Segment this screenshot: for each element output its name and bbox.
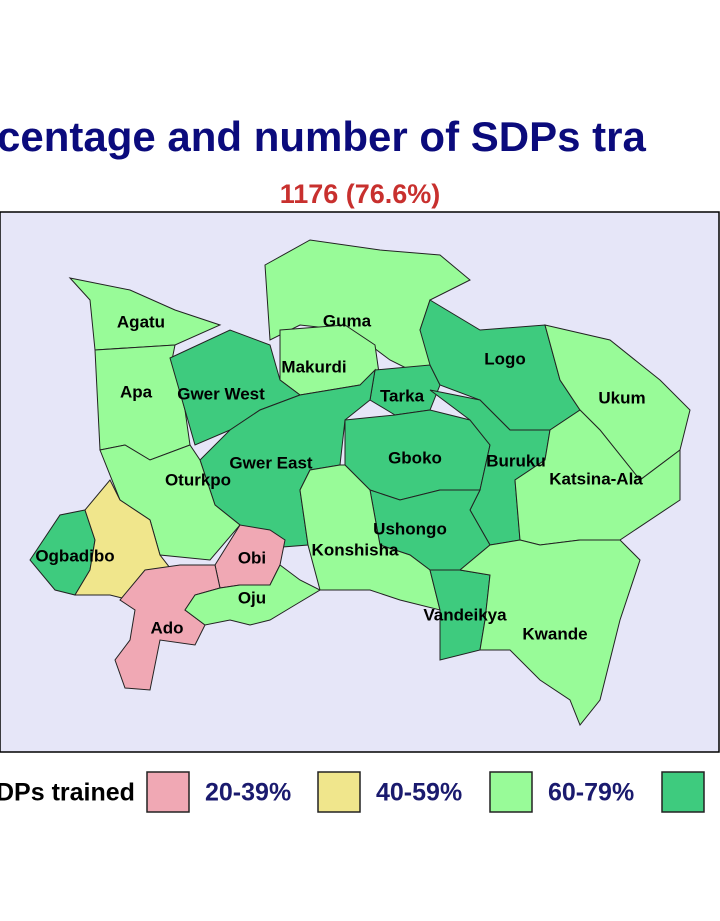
- subtitle: 1176 (76.6%): [280, 179, 441, 209]
- region-label: Gboko: [388, 448, 442, 467]
- region-label: Ushongo: [373, 519, 447, 538]
- region-label: Konshisha: [312, 540, 399, 559]
- region-label: Buruku: [486, 451, 546, 470]
- region-label: Tarka: [380, 386, 425, 405]
- region-label: Gwer West: [177, 384, 265, 403]
- legend: 20-39%40-59%60-79%8: [146, 771, 705, 813]
- legend-swatch: [317, 771, 361, 813]
- legend-swatch: [489, 771, 533, 813]
- legend-swatch: [661, 771, 705, 813]
- region: [299, 464, 441, 611]
- region: [184, 564, 322, 626]
- region-label: Obi: [238, 548, 266, 567]
- region-label: Ado: [150, 618, 183, 637]
- legend-label: 40-59%: [376, 779, 462, 807]
- region-label: Guma: [323, 311, 372, 330]
- region-label: Logo: [484, 349, 526, 368]
- title: centage and number of SDPs tra: [0, 113, 646, 160]
- region-label: Gwer East: [229, 453, 312, 472]
- legend-label: 60-79%: [548, 779, 634, 807]
- legend-swatch: [146, 771, 190, 813]
- regions: [29, 239, 691, 726]
- region-label: Ukum: [598, 388, 645, 407]
- region-label: Makurdi: [281, 357, 346, 376]
- region-label: Oturkpo: [165, 470, 231, 489]
- region-label: Kwande: [522, 624, 587, 643]
- region-label: Agatu: [117, 312, 165, 331]
- legend-label: 20-39%: [205, 779, 291, 807]
- region-label: Oju: [238, 588, 266, 607]
- region-label: Ogbadibo: [35, 546, 114, 565]
- region: [68, 277, 222, 351]
- legend-title: DPs trained: [0, 779, 135, 807]
- region-label: Apa: [120, 382, 153, 401]
- region: [458, 539, 641, 726]
- region-labels: Agatu Apa Guma Makurdi Gwer West Tarka Logo Uku…: [35, 311, 645, 643]
- region-label: Vandeikya: [423, 605, 507, 624]
- region-label: Katsina-Ala: [549, 469, 643, 488]
